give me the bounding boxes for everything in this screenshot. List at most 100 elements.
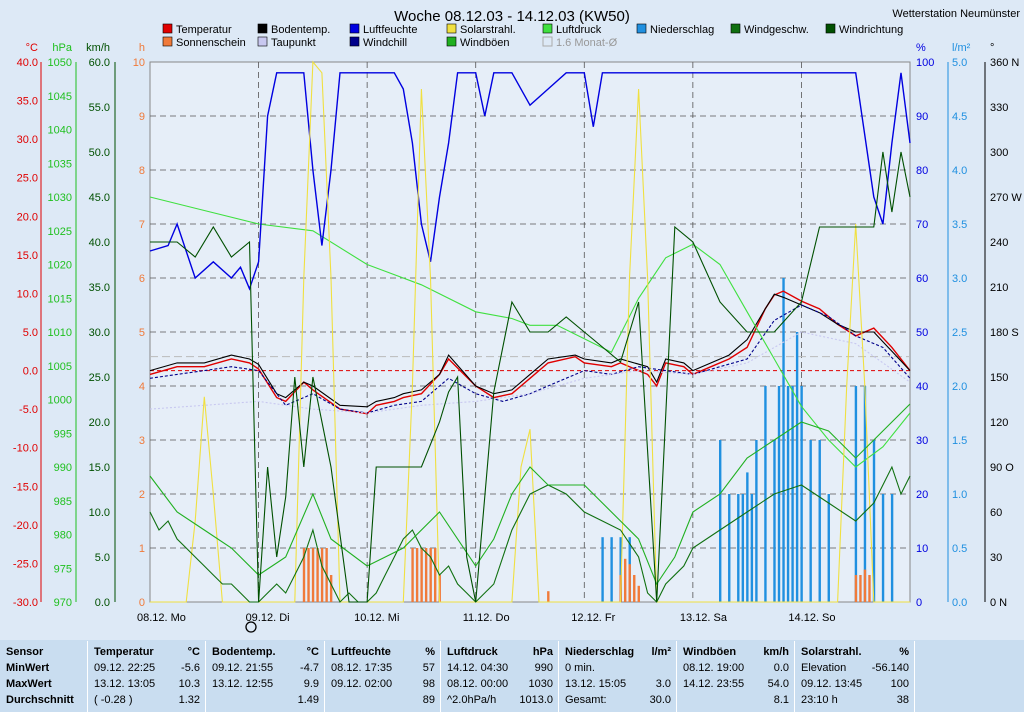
tick-label: 995 <box>54 428 72 440</box>
tick-label: 10 <box>916 543 928 555</box>
stats-sensor-name: Luftfeuchte <box>331 646 391 658</box>
legend-swatch <box>162 23 173 34</box>
tick-label: 1010 <box>48 327 72 339</box>
bar <box>637 585 640 602</box>
bar <box>741 494 745 602</box>
legend-item: Sonnenschein <box>162 36 246 49</box>
stats-row: 09.12. 02:00 98 <box>325 678 440 694</box>
stats-column: Temperatur °C 09.12. 22:25 -5.6 13.12. 13:05… <box>88 641 206 712</box>
stats-value: 98 <box>422 678 435 690</box>
stats-row: 13.12. 15:05 3.0 <box>559 678 676 694</box>
bar <box>624 558 627 602</box>
stats-value: 54.0 <box>767 678 789 690</box>
tick-label: 55.0 <box>89 102 110 114</box>
stats-value: -5.6 <box>181 662 200 674</box>
tick-label: 3.0 <box>952 273 967 285</box>
stats-time: 14.12. 04:30 <box>447 662 509 674</box>
stats-value: 0.0 <box>773 662 789 674</box>
tick-label: 2.5 <box>952 327 967 339</box>
tick-label: 990 <box>54 462 72 474</box>
stats-value: -4.7 <box>300 662 319 674</box>
tick-label: -15.0 <box>13 481 38 493</box>
stats-row: 08.12. 19:00 0.0 <box>677 662 794 678</box>
day-label: 13.12. Sa <box>680 612 728 624</box>
tick-label: 120 <box>990 417 1008 429</box>
stats-row: 14.12. 23:55 54.0 <box>677 678 794 694</box>
legend-label: Luftfeuchte <box>363 24 417 36</box>
legend-label: Sonnenschein <box>176 37 246 49</box>
legend-swatch <box>730 23 741 34</box>
legend-item: Solarstrahl. <box>446 23 516 36</box>
tick-label: 15.0 <box>89 462 110 474</box>
stats-row: Elevation -56.140 <box>795 662 914 678</box>
tick-label: 70 <box>916 219 928 231</box>
stats-value: 1030 <box>528 678 553 690</box>
bar <box>302 548 306 602</box>
series-line <box>150 151 911 603</box>
tick-label: 0 <box>916 597 922 609</box>
tick-label: 2 <box>139 489 145 501</box>
legend-item: Luftfeuchte <box>349 23 417 36</box>
tick-label: 1030 <box>48 192 72 204</box>
tick-label: 50.0 <box>89 147 110 159</box>
bar <box>311 548 315 602</box>
legend-swatch <box>542 23 553 34</box>
tick-label: -5.0 <box>19 404 38 416</box>
tick-label: 10.0 <box>17 288 38 300</box>
tick-label: 1040 <box>48 125 72 137</box>
tick-label: 0.5 <box>952 543 967 555</box>
legend-swatch <box>636 23 647 34</box>
legend-item: Bodentemp. <box>257 23 330 36</box>
axis-unit: ° <box>990 42 994 54</box>
tick-label: 1050 <box>48 57 72 69</box>
left-axes: °C40.035.030.025.020.015.010.05.00.0-5.0… <box>13 42 145 609</box>
bar <box>619 537 622 602</box>
stats-unit: hPa <box>532 646 553 658</box>
tick-label: 20.0 <box>17 211 38 223</box>
station-name: Wetterstation Neumünster <box>892 8 1020 20</box>
stats-column: Bodentemp. °C 09.12. 21:55 -4.7 13.12. 12:55… <box>206 641 325 712</box>
tick-label: 6 <box>139 273 145 285</box>
legend-swatch <box>542 36 553 47</box>
tick-label: 8 <box>139 165 145 177</box>
bar <box>316 548 319 602</box>
legend-swatch <box>162 36 173 47</box>
legend-swatch <box>349 36 360 47</box>
legend-swatch <box>349 23 360 34</box>
tick-label: 1 <box>139 543 145 555</box>
bar <box>601 537 604 602</box>
bar <box>854 575 858 602</box>
bar <box>329 575 333 602</box>
bar <box>750 494 754 602</box>
tick-label: 90 <box>916 111 928 123</box>
legend-label: Bodentemp. <box>271 24 330 36</box>
tick-label: 45.0 <box>89 192 110 204</box>
tick-label: 25.0 <box>17 173 38 185</box>
tick-label: 4.5 <box>952 111 967 123</box>
stats-labels-column: Sensor MinWert MaxWert Durchschnitt <box>0 641 88 712</box>
tick-label: 30.0 <box>89 327 110 339</box>
legend-item: Windböen <box>446 36 510 49</box>
tick-label: 3.5 <box>952 219 967 231</box>
legend-item: Taupunkt <box>257 36 316 49</box>
tick-label: 1045 <box>48 91 72 103</box>
series-line <box>149 196 911 468</box>
tick-label: 0.0 <box>23 366 38 378</box>
tick-label: 180 S <box>990 327 1019 339</box>
bar <box>809 440 812 602</box>
stats-row: Gesamt: 30.0 <box>559 694 676 710</box>
bar <box>863 569 867 602</box>
stats-row-label-text: Durchschnitt <box>6 694 74 706</box>
bar <box>307 548 310 602</box>
tick-label: 35.0 <box>89 282 110 294</box>
tick-label: 1015 <box>48 293 72 305</box>
legend-swatch <box>257 36 268 47</box>
stats-time: ( -0.28 ) <box>94 694 133 706</box>
legend-label: Niederschlag <box>650 24 714 36</box>
stats-time: 09.12. 02:00 <box>331 678 393 690</box>
series-line <box>149 304 911 414</box>
tick-label: 10.0 <box>89 507 110 519</box>
stats-time: 23:10 h <box>801 694 838 706</box>
tick-label: -25.0 <box>13 558 38 570</box>
stats-row: 1.49 <box>206 694 324 710</box>
